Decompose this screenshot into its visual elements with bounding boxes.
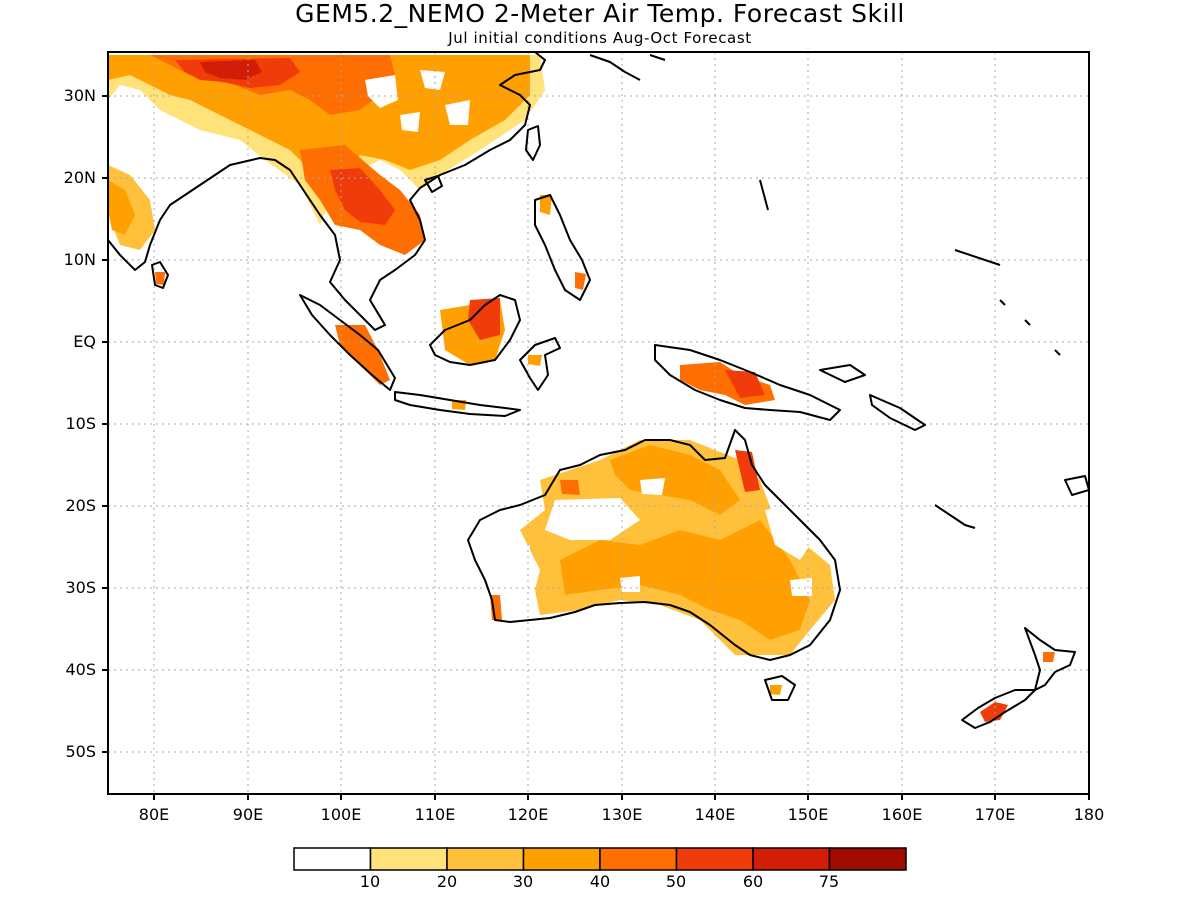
colorbar bbox=[293, 847, 907, 871]
colorbar-swatch-2 bbox=[446, 847, 525, 871]
lon-label-100e: 100E bbox=[320, 805, 362, 824]
lat-label-10s: 10S bbox=[65, 414, 96, 433]
australia-coastline bbox=[467, 429, 841, 661]
cape-york-red bbox=[735, 450, 760, 492]
borneo-core bbox=[468, 298, 500, 340]
asia-coastline bbox=[108, 52, 546, 331]
philippines bbox=[534, 194, 591, 301]
skill-shading bbox=[108, 55, 1055, 722]
colorbar-label-10: 10 bbox=[359, 872, 381, 891]
lat-label-50s: 50S bbox=[65, 742, 96, 761]
solomons bbox=[869, 394, 926, 431]
map-frame bbox=[107, 51, 1090, 795]
map-subtitle: Jul initial conditions Aug-Oct Forecast bbox=[448, 29, 752, 47]
lon-label-170e: 170E bbox=[974, 805, 1016, 824]
india-shade-2 bbox=[108, 180, 135, 235]
lon-label-180: 180 bbox=[1073, 805, 1105, 824]
colorbar-label-50: 50 bbox=[665, 872, 687, 891]
asia-shade-dark bbox=[200, 60, 262, 80]
colorbar-swatch-5 bbox=[675, 847, 754, 871]
new-guinea bbox=[654, 344, 841, 421]
java bbox=[394, 391, 521, 417]
map-title: GEM5.2_NEMO 2-Meter Air Temp. Forecast S… bbox=[295, 0, 905, 28]
sri-lanka bbox=[151, 261, 169, 289]
lon-label-110e: 110E bbox=[414, 805, 456, 824]
lat-label-eq: EQ bbox=[73, 332, 96, 351]
lon-label-80e: 80E bbox=[138, 805, 170, 824]
colorbar-label-30: 30 bbox=[512, 872, 534, 891]
vanuatu bbox=[934, 504, 976, 529]
australia-shade-north bbox=[610, 445, 740, 515]
tasmania bbox=[764, 675, 796, 701]
lat-label-20n: 20N bbox=[63, 168, 96, 187]
colorbar-swatch-4 bbox=[599, 847, 678, 871]
new-britain bbox=[819, 364, 866, 383]
lon-label-90e: 90E bbox=[232, 805, 264, 824]
nz-south-island bbox=[961, 689, 1036, 729]
colorbar-swatch-0 bbox=[293, 847, 372, 871]
lat-label-20s: 20S bbox=[65, 496, 96, 515]
lon-label-130e: 130E bbox=[601, 805, 643, 824]
taiwan bbox=[525, 125, 541, 161]
colorbar-swatch-1 bbox=[369, 847, 448, 871]
colorbar-label-60: 60 bbox=[742, 872, 764, 891]
colorbar-swatch-7 bbox=[828, 847, 907, 871]
micronesia-dots bbox=[759, 179, 1061, 356]
nz-shade bbox=[980, 702, 1008, 722]
asia-shade-mid bbox=[108, 55, 530, 200]
lat-label-30s: 30S bbox=[65, 578, 96, 597]
lon-label-120e: 120E bbox=[507, 805, 549, 824]
sulawesi bbox=[519, 337, 561, 391]
lat-label-40s: 40S bbox=[65, 660, 96, 679]
lat-label-30n: 30N bbox=[63, 86, 96, 105]
newguinea-shade bbox=[680, 362, 775, 405]
sumatra bbox=[299, 294, 396, 391]
colorbar-swatch-6 bbox=[752, 847, 831, 871]
lon-label-150e: 150E bbox=[787, 805, 829, 824]
colorbar-label-40: 40 bbox=[589, 872, 611, 891]
axis-ticks bbox=[102, 95, 1090, 800]
lon-label-160e: 160E bbox=[881, 805, 923, 824]
newguinea-core bbox=[725, 370, 765, 398]
nz-north-island bbox=[1024, 627, 1076, 691]
fiji bbox=[1064, 475, 1089, 496]
kimberley-shade bbox=[560, 480, 580, 495]
japan bbox=[589, 54, 666, 81]
indochina-core bbox=[330, 168, 395, 225]
borneo bbox=[429, 294, 521, 366]
hainan bbox=[424, 175, 443, 193]
sumatra-shade bbox=[335, 325, 390, 385]
colorbar-swatch-3 bbox=[522, 847, 601, 871]
graticule bbox=[108, 52, 1089, 794]
colorbar-label-20: 20 bbox=[436, 872, 458, 891]
lat-label-10n: 10N bbox=[63, 250, 96, 269]
coastlines bbox=[108, 52, 1089, 729]
lon-label-140e: 140E bbox=[694, 805, 736, 824]
colorbar-label-75: 75 bbox=[818, 872, 840, 891]
